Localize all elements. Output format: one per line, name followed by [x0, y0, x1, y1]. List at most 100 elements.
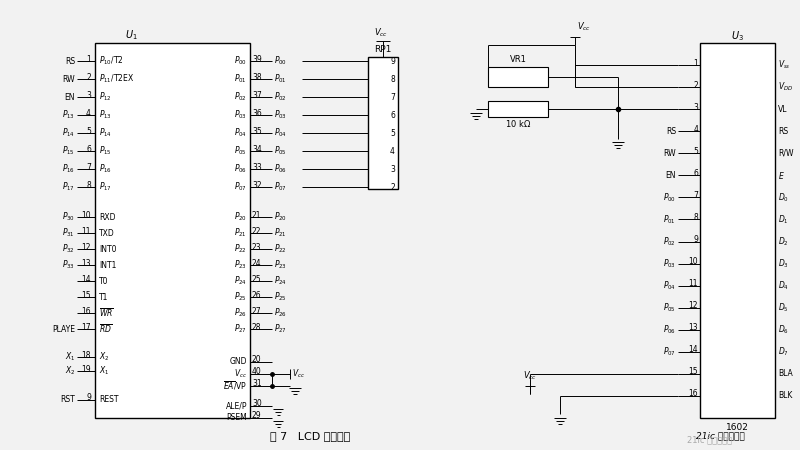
Text: $P_{33}$: $P_{33}$ — [62, 259, 75, 271]
Text: 16: 16 — [688, 389, 698, 398]
Text: 5: 5 — [86, 126, 91, 135]
Text: 21ic 中国电子网: 21ic 中国电子网 — [696, 432, 744, 441]
Text: 3: 3 — [693, 103, 698, 112]
Text: $P_{10}$/T2: $P_{10}$/T2 — [99, 55, 124, 67]
Text: 6: 6 — [693, 169, 698, 178]
Text: $P_{05}$: $P_{05}$ — [234, 145, 247, 157]
Text: 40: 40 — [252, 368, 262, 377]
Text: $P_{15}$: $P_{15}$ — [99, 145, 112, 157]
Text: 4: 4 — [390, 147, 395, 156]
Text: TXD: TXD — [99, 229, 114, 238]
Text: 30: 30 — [252, 400, 262, 409]
Text: 17: 17 — [82, 323, 91, 332]
Text: 7: 7 — [390, 93, 395, 102]
Text: $P_{06}$: $P_{06}$ — [663, 324, 676, 336]
Text: $P_{31}$: $P_{31}$ — [62, 227, 75, 239]
Text: RS: RS — [65, 57, 75, 66]
Text: 25: 25 — [252, 274, 262, 284]
Text: 13: 13 — [688, 323, 698, 332]
Text: $X_1$: $X_1$ — [99, 365, 110, 377]
Text: 6: 6 — [86, 144, 91, 153]
Text: $D_5$: $D_5$ — [778, 302, 789, 314]
Text: $P_{05}$: $P_{05}$ — [274, 145, 287, 157]
Text: 1: 1 — [86, 54, 91, 63]
Text: INT0: INT0 — [99, 244, 117, 253]
Text: 5: 5 — [390, 129, 395, 138]
Text: 14: 14 — [82, 274, 91, 284]
Text: $P_{02}$: $P_{02}$ — [663, 235, 676, 248]
Text: $P_{07}$: $P_{07}$ — [663, 346, 676, 358]
Text: EN: EN — [65, 93, 75, 102]
Text: 22: 22 — [252, 226, 262, 235]
Text: $P_{11}$/T2EX: $P_{11}$/T2EX — [99, 73, 134, 85]
Text: $P_{21}$: $P_{21}$ — [234, 227, 247, 239]
Text: $P_{03}$: $P_{03}$ — [274, 109, 287, 121]
Text: 8: 8 — [86, 180, 91, 189]
Text: $\overline{WR}$: $\overline{WR}$ — [99, 307, 114, 319]
Text: 6: 6 — [390, 111, 395, 120]
Text: $P_{01}$: $P_{01}$ — [663, 213, 676, 226]
Text: $P_{07}$: $P_{07}$ — [234, 181, 247, 193]
Text: $P_{00}$: $P_{00}$ — [663, 191, 676, 204]
Text: ALE/P: ALE/P — [226, 401, 247, 410]
Text: 23: 23 — [252, 243, 262, 252]
Text: $P_{25}$: $P_{25}$ — [274, 291, 287, 303]
Text: $P_{05}$: $P_{05}$ — [663, 302, 676, 314]
Text: $X_2$: $X_2$ — [65, 365, 75, 377]
Text: 32: 32 — [252, 180, 262, 189]
Text: $P_{26}$: $P_{26}$ — [234, 307, 247, 319]
Text: $P_{21}$: $P_{21}$ — [274, 227, 287, 239]
Text: 9: 9 — [693, 235, 698, 244]
Text: $P_{03}$: $P_{03}$ — [234, 109, 247, 121]
Text: 8: 8 — [390, 75, 395, 84]
Bar — [95, 43, 250, 418]
Text: 11: 11 — [82, 226, 91, 235]
Text: $P_{06}$: $P_{06}$ — [234, 163, 247, 175]
Text: $P_{23}$: $P_{23}$ — [234, 259, 247, 271]
Text: $P_{07}$: $P_{07}$ — [274, 181, 287, 193]
Text: $U_1$: $U_1$ — [125, 28, 138, 42]
Text: 10: 10 — [688, 257, 698, 266]
Text: 20: 20 — [252, 356, 262, 364]
Text: $P_{12}$: $P_{12}$ — [99, 91, 112, 103]
Text: $D_2$: $D_2$ — [778, 235, 789, 248]
Text: 13: 13 — [82, 258, 91, 267]
Text: 10 k$\Omega$: 10 k$\Omega$ — [505, 118, 531, 129]
Text: 36: 36 — [252, 108, 262, 117]
Text: RXD: RXD — [99, 212, 115, 221]
Text: $D_3$: $D_3$ — [778, 257, 789, 270]
Text: 31: 31 — [252, 379, 262, 388]
Text: VL: VL — [778, 105, 787, 114]
Text: 21ic 中国电子网: 21ic 中国电子网 — [687, 436, 733, 445]
Text: 39: 39 — [252, 54, 262, 63]
Text: $P_{04}$: $P_{04}$ — [663, 279, 676, 292]
Text: $P_{16}$: $P_{16}$ — [62, 163, 75, 175]
Text: EN: EN — [666, 171, 676, 180]
Text: $P_{14}$: $P_{14}$ — [99, 127, 112, 139]
Text: 15: 15 — [82, 291, 91, 300]
Text: PSEM: PSEM — [226, 414, 247, 423]
Text: $P_{24}$: $P_{24}$ — [234, 275, 247, 287]
Text: $D_6$: $D_6$ — [778, 324, 789, 336]
Text: 9: 9 — [86, 393, 91, 402]
Text: $P_{22}$: $P_{22}$ — [234, 243, 247, 255]
Text: 26: 26 — [252, 291, 262, 300]
Bar — [488, 67, 548, 87]
Text: $P_{13}$: $P_{13}$ — [62, 109, 75, 121]
Text: $P_{16}$: $P_{16}$ — [99, 163, 112, 175]
Text: 2: 2 — [694, 81, 698, 90]
Text: $P_{22}$: $P_{22}$ — [274, 243, 287, 255]
Text: $P_{01}$: $P_{01}$ — [274, 73, 287, 85]
Text: $V_{cc}$: $V_{cc}$ — [234, 368, 247, 380]
Text: $X_1$: $X_1$ — [65, 351, 75, 363]
Text: $V_{cc}$: $V_{cc}$ — [523, 369, 537, 382]
Text: $V_{ss}$: $V_{ss}$ — [778, 59, 790, 71]
Text: 10: 10 — [82, 211, 91, 220]
Text: 3: 3 — [86, 90, 91, 99]
Bar — [368, 57, 398, 189]
Text: VR1: VR1 — [510, 55, 526, 64]
Text: R/W: R/W — [778, 149, 794, 158]
Text: 37: 37 — [252, 90, 262, 99]
Text: RP1: RP1 — [374, 45, 392, 54]
Text: $D_7$: $D_7$ — [778, 346, 789, 358]
